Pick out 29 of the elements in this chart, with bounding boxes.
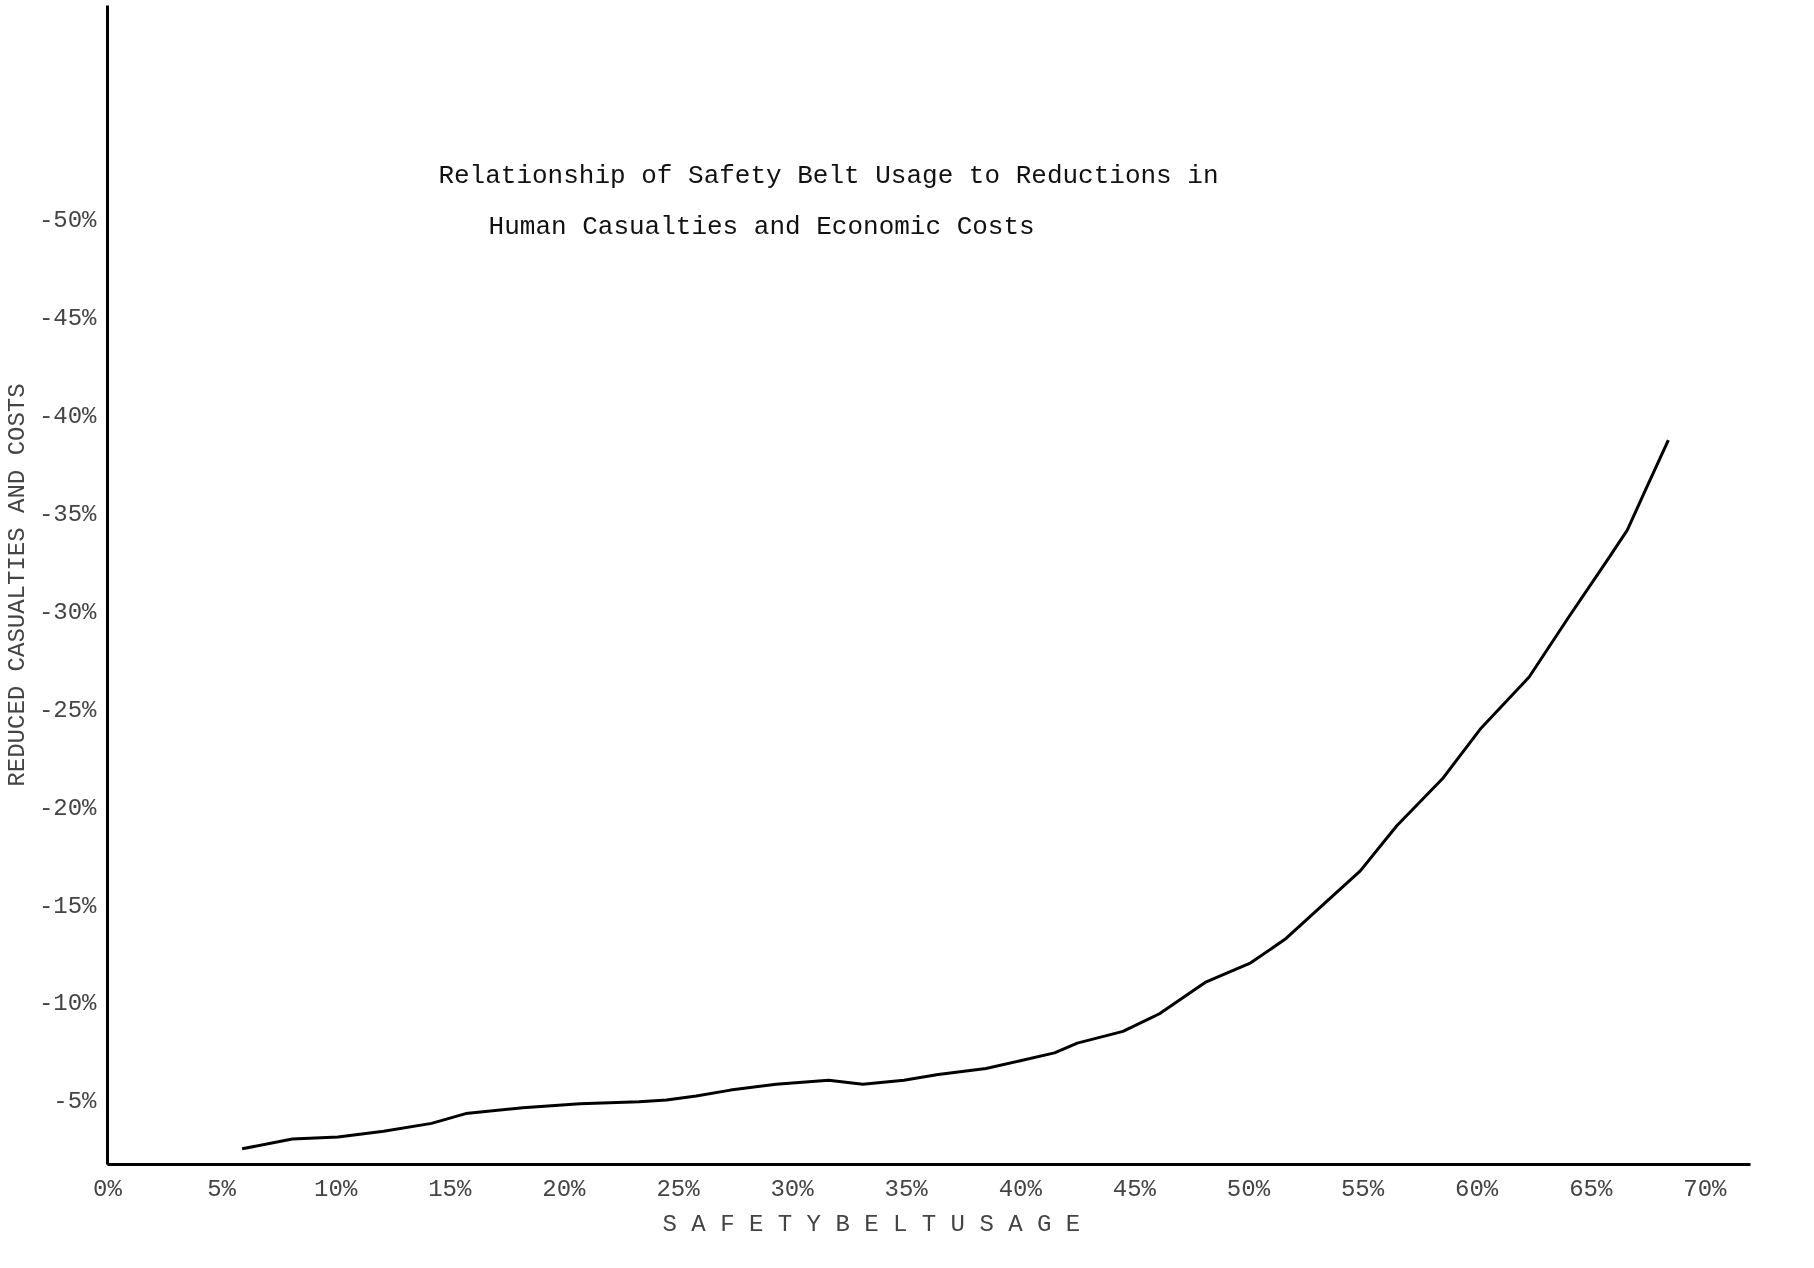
- line-series: [240, 438, 1670, 1151]
- x-tick-label: 35%: [884, 1175, 929, 1203]
- x-tick-label: 45%: [1112, 1175, 1157, 1203]
- x-tick-label: 25%: [656, 1175, 701, 1203]
- x-axis-title: S A F E T Y B E L T U S A G E: [662, 1210, 1081, 1238]
- text: Relationship of Safety Belt Usage to Reductions in Human Casualties and Economic Costs: [438, 161, 1219, 243]
- x-tick-label: 65%: [1569, 1175, 1613, 1203]
- y-tick-label: -50%: [38, 207, 98, 235]
- y-tick-label: -5%: [53, 1088, 98, 1116]
- x-tick-label: 15%: [428, 1175, 472, 1203]
- x-tick-label: 70%: [1683, 1175, 1728, 1203]
- y-tick-label: -35%: [38, 501, 98, 529]
- x-tick-label: 5%: [207, 1175, 237, 1203]
- x-tick-label: 40%: [998, 1175, 1043, 1203]
- x-tick-label: 55%: [1340, 1175, 1385, 1203]
- x-tick-label: 0%: [93, 1175, 123, 1203]
- y-tick-label: -40%: [38, 403, 98, 431]
- y-tick-label: -15%: [38, 892, 98, 920]
- x-tick-label: 20%: [542, 1175, 587, 1203]
- y-tick-label: -25%: [38, 696, 98, 724]
- x-tick-label: 60%: [1455, 1175, 1499, 1203]
- y-tick-label: -20%: [38, 794, 98, 822]
- x-tick-label: 30%: [770, 1175, 815, 1203]
- y-tick-label: -45%: [38, 305, 98, 333]
- x-tick-label: 10%: [314, 1175, 358, 1203]
- x-tick-label: 50%: [1226, 1175, 1271, 1203]
- y-tick-label: -30%: [38, 598, 98, 626]
- y-tick-label: -10%: [38, 990, 98, 1018]
- y-axis-title: REDUCED CASUALTIES AND COSTS: [3, 383, 31, 787]
